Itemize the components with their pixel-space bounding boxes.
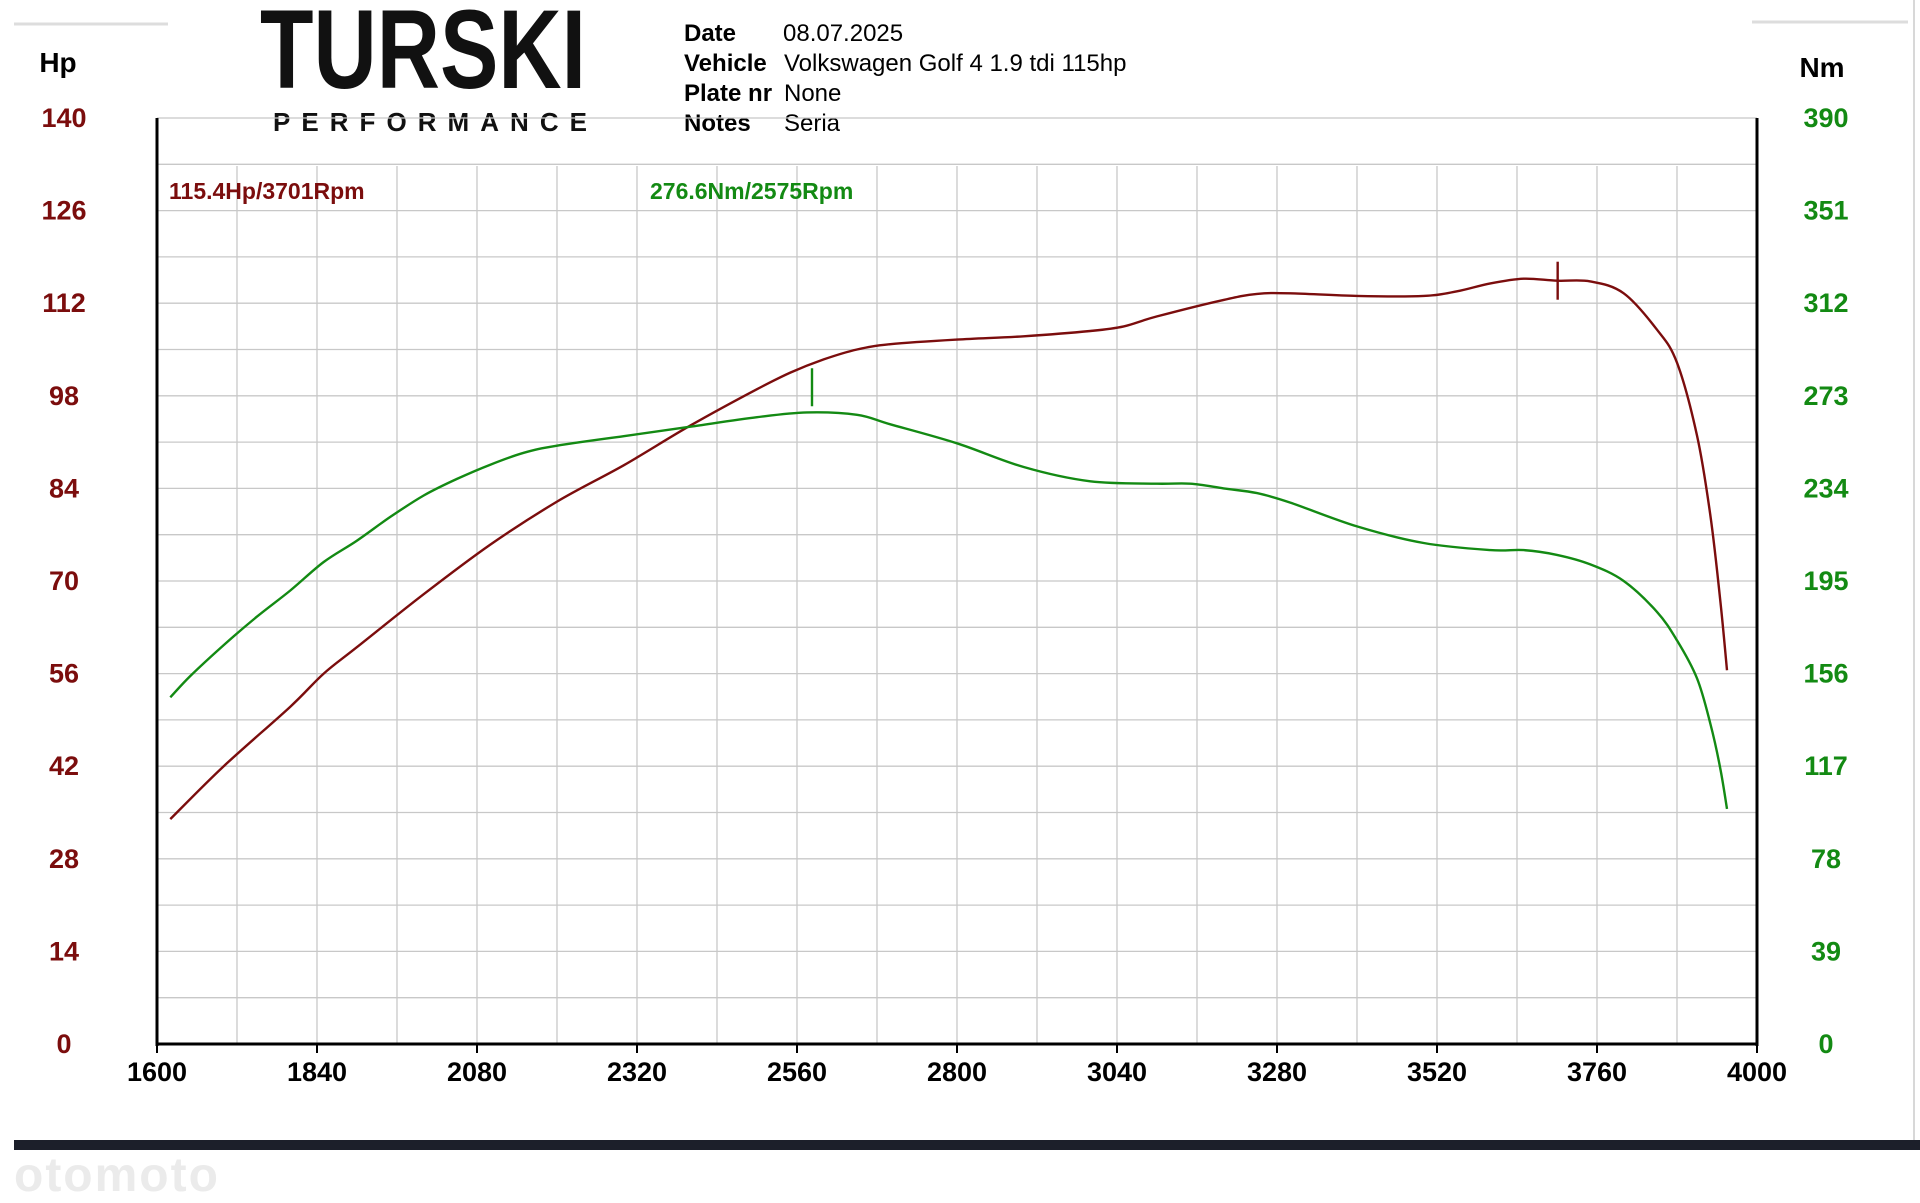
plate-value: None xyxy=(784,80,841,107)
power-curve xyxy=(169,277,1729,820)
power-peak-label: 115.4Hp/3701Rpm xyxy=(169,178,365,204)
right-y-tick-label: 312 xyxy=(1803,288,1848,318)
x-tick-label: 2320 xyxy=(607,1057,667,1087)
left-y-tick-label: 42 xyxy=(49,751,79,781)
date-label: Date xyxy=(684,20,736,47)
right-y-tick-label: 0 xyxy=(1818,1029,1833,1059)
vehicle-label: Vehicle xyxy=(684,50,767,77)
logo-main: TURSKI xyxy=(260,0,586,112)
left-y-tick-label: 84 xyxy=(49,473,79,503)
logo: TURSKI PERFORMANCE xyxy=(260,0,587,137)
x-tick-label: 2800 xyxy=(927,1057,987,1087)
bottom-bar xyxy=(14,1140,1920,1150)
left-y-tick-label: 70 xyxy=(49,566,79,596)
right-y-tick-label: 390 xyxy=(1803,103,1848,133)
left-y-tick-label: 28 xyxy=(49,844,79,874)
right-y-tick-label: 351 xyxy=(1803,196,1848,226)
left-y-tick-label: 14 xyxy=(49,936,79,966)
left-y-tick-label: 98 xyxy=(49,381,79,411)
x-tick-label: 2080 xyxy=(447,1057,507,1087)
torque-curve xyxy=(169,411,1729,810)
right-axis-unit: Nm xyxy=(1799,52,1844,83)
axes xyxy=(155,118,1759,1053)
x-tick-label: 3760 xyxy=(1567,1057,1627,1087)
right-y-tick-label: 156 xyxy=(1803,659,1848,689)
right-y-tick-label: 78 xyxy=(1811,844,1841,874)
left-y-tick-label: 0 xyxy=(56,1029,71,1059)
left-y-tick-label: 126 xyxy=(41,196,86,226)
x-tick-label: 3520 xyxy=(1407,1057,1467,1087)
left-y-tick-label: 112 xyxy=(42,288,86,318)
test-info: Date 08.07.2025 Vehicle Volkswagen Golf … xyxy=(684,20,1126,137)
x-tick-label: 3280 xyxy=(1247,1057,1307,1087)
x-tick-label: 4000 xyxy=(1727,1057,1787,1087)
right-y-tick-label: 273 xyxy=(1803,381,1848,411)
x-tick-label: 2560 xyxy=(767,1057,827,1087)
tick-labels: 1600 1840 2080 2320 2560 2800 3040 3280 3520 3760… xyxy=(41,103,1848,1087)
left-axis-unit: Hp xyxy=(39,47,76,78)
right-y-tick-label: 195 xyxy=(1803,566,1848,596)
watermark: otomoto xyxy=(14,1149,220,1202)
torque-peak-label: 276.6Nm/2575Rpm xyxy=(650,178,853,204)
peak-markers xyxy=(810,261,1559,407)
series xyxy=(169,277,1729,820)
vehicle-value: Volkswagen Golf 4 1.9 tdi 115hp xyxy=(784,50,1126,77)
x-tick-label: 1600 xyxy=(127,1057,187,1087)
date-value: 08.07.2025 xyxy=(783,20,903,47)
plate-label: Plate nr xyxy=(684,80,772,107)
notes-value: Seria xyxy=(784,110,841,137)
grid xyxy=(157,117,1757,1044)
right-y-tick-label: 234 xyxy=(1803,473,1848,503)
left-y-tick-label: 56 xyxy=(49,659,79,689)
x-tick-label: 3040 xyxy=(1087,1057,1147,1087)
right-y-tick-label: 39 xyxy=(1811,936,1841,966)
x-tick-label: 1840 xyxy=(287,1057,347,1087)
notes-label: Notes xyxy=(684,110,751,137)
left-y-tick-label: 140 xyxy=(41,103,86,133)
right-y-tick-label: 117 xyxy=(1804,751,1848,781)
